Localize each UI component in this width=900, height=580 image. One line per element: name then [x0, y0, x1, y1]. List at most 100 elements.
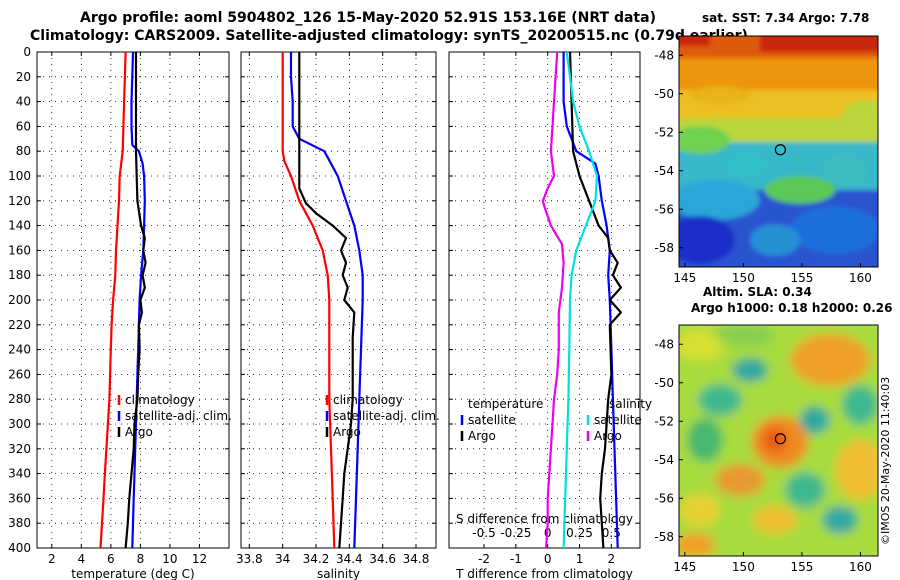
series-line-satellite-adj-clim-: [130, 51, 146, 549]
map-x-tick-label: 145: [673, 271, 696, 285]
x2-axis-label: S difference from climatology: [456, 512, 633, 526]
sla-argo-position-marker: [774, 433, 786, 445]
legend-label: Argo: [468, 429, 496, 443]
x-axis-label: salinity: [317, 567, 360, 580]
y-tick-label: 100: [8, 169, 31, 183]
sla-map-title: Altim. SLA: 0.34: [703, 285, 812, 299]
x-tick-label: 33.8: [236, 552, 263, 566]
y-tick-label: 80: [16, 144, 31, 158]
map-y-tick-label: -58: [654, 241, 674, 255]
sst-argo-position-marker: [774, 144, 786, 156]
x-tick-label: 34: [275, 552, 290, 566]
legend-label: satellite: [468, 413, 516, 427]
y-tick-label: 20: [16, 70, 31, 84]
x-tick-label: 4: [77, 552, 85, 566]
x-tick-label: 2: [48, 552, 56, 566]
y-tick-label: 0: [23, 45, 31, 59]
sst-map-image: [679, 36, 878, 267]
x-tick-label: 12: [192, 552, 207, 566]
x-axis-label: T difference from climatology: [455, 567, 633, 580]
x2-tick-label: -0.25: [500, 526, 531, 540]
legend-title: salinity: [609, 397, 652, 411]
legend-label: satellite-adj. clim.: [125, 409, 232, 423]
y-tick-label: 60: [16, 119, 31, 133]
y-tick-label: 360: [8, 491, 31, 505]
x-tick-label: 34.4: [336, 552, 363, 566]
map-x-tick-label: 155: [790, 271, 813, 285]
y-tick-label: 280: [8, 392, 31, 406]
map-y-tick-label: -50: [654, 87, 674, 101]
x-axis-label: temperature (deg C): [71, 567, 194, 580]
difference-profile-panel: -2 -1 0 1 2T difference from climatology S di…: [448, 51, 652, 580]
y-tick-label: 400: [8, 541, 31, 555]
legend-label: Argo: [333, 425, 361, 439]
y-tick-label: 340: [8, 467, 31, 481]
legend-label: Argo: [594, 429, 622, 443]
map-y-tick-label: -48: [654, 337, 674, 351]
map-y-tick-label: -52: [654, 125, 674, 139]
y-tick-label: 240: [8, 343, 31, 357]
legend-label: satellite-adj. clim.: [333, 409, 440, 423]
map-y-tick-label: -54: [654, 164, 674, 178]
y-tick-label: 180: [8, 268, 31, 282]
y-tick-label: 380: [8, 516, 31, 530]
x-tick-label: 6: [107, 552, 115, 566]
salinity-profile-panel: 33.8 34 34.2 34.4 34.6 34.8 salinity climatolog…: [236, 51, 440, 580]
series-line-climatology: [281, 52, 336, 549]
series-line-s-argo: [541, 51, 565, 549]
x-tick-label: 34.6: [369, 552, 396, 566]
x-tick-label: 2: [608, 552, 616, 566]
y-tick-label: 160: [8, 243, 31, 257]
y-tick-label: 220: [8, 318, 31, 332]
map-y-tick-label: -48: [654, 48, 674, 62]
y-tick-label: 320: [8, 442, 31, 456]
y-tick-label: 200: [8, 293, 31, 307]
y-tick-label: 40: [16, 95, 31, 109]
map-y-tick-label: -56: [654, 202, 674, 216]
legend-label: climatology: [333, 393, 403, 407]
map-y-tick-label: -56: [654, 491, 674, 505]
x2-tick-label: -0.5: [472, 526, 495, 540]
map-x-tick-label: 145: [673, 560, 696, 574]
sst-map-title: sat. SST: 7.34 Argo: 7.78: [702, 11, 869, 25]
series-line-s-satellite: [562, 51, 599, 549]
series-line-t-argo: [568, 51, 623, 549]
map-x-tick-label: 160: [849, 271, 872, 285]
sla-map-image: [679, 325, 878, 556]
legend-label: satellite: [594, 413, 642, 427]
x-tick-label: 10: [162, 552, 177, 566]
x-tick-label: 8: [137, 552, 145, 566]
legend-label: Argo: [125, 425, 153, 439]
map-y-tick-label: -50: [654, 376, 674, 390]
legend-label: climatology: [125, 393, 195, 407]
map-x-tick-label: 150: [732, 560, 755, 574]
map-x-tick-label: 150: [732, 271, 755, 285]
series-line-argo: [298, 52, 356, 549]
series-line-satellite-adj-clim-: [289, 52, 364, 549]
x-tick-label: -1: [510, 552, 522, 566]
figure-title-line1: Argo profile: aoml 5904802_126 15-May-20…: [80, 10, 656, 26]
legend-title: temperature: [468, 397, 543, 411]
y-tick-label: 300: [8, 417, 31, 431]
sst-map-axes: 145 150 155 160 -48 -50 -52 -54 -56 -58: [654, 48, 872, 285]
x2-tick-label: 0.25: [566, 526, 593, 540]
y-tick-label: 140: [8, 219, 31, 233]
imos-credit: ©IMOS 20-May-2020 11:40:03: [879, 377, 892, 545]
temperature-profile-panel: 0 20 40 60 80 100 120 140 160 180 200 220 240 260 280 3…: [8, 45, 232, 580]
x-tick-label: 34.2: [303, 552, 330, 566]
map-y-tick-label: -52: [654, 414, 674, 428]
series-line-climatology: [99, 51, 127, 549]
plot-frame: [240, 51, 437, 549]
y-tick-label: 260: [8, 367, 31, 381]
y-tick-label: 120: [8, 194, 31, 208]
map-x-tick-label: 155: [790, 560, 813, 574]
map-x-tick-label: 160: [849, 560, 872, 574]
x-tick-label: 1: [576, 552, 584, 566]
x-tick-label: -2: [478, 552, 490, 566]
map-y-tick-label: -58: [654, 530, 674, 544]
x-tick-label: 34.8: [403, 552, 430, 566]
map-y-tick-label: -54: [654, 453, 674, 467]
series-line-argo: [124, 52, 147, 549]
x-tick-label: 0: [544, 552, 552, 566]
